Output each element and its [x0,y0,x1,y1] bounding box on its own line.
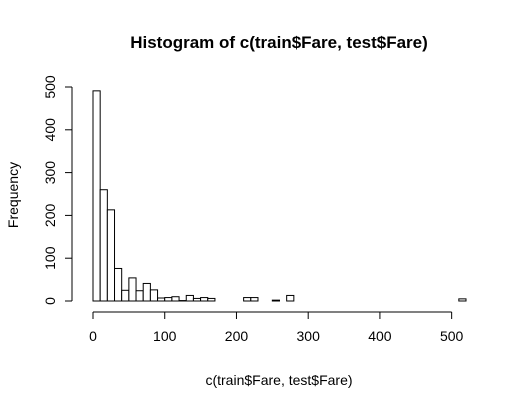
y-tick-label: 0 [42,297,58,305]
bars-group [92,90,467,302]
histogram-bar [185,294,194,302]
y-tick-label: 500 [42,75,58,99]
histogram-bar [157,297,166,302]
histogram-bar [164,297,173,302]
x-axis-label: c(train$Fare, test$Fare) [205,372,352,388]
y-tick-label: 400 [42,118,58,142]
histogram-bar [114,267,123,302]
x-tick-label: 200 [225,328,249,344]
x-axis: 0 100 200 300 400 500 [89,311,464,344]
y-tick-label: 200 [42,204,58,228]
histogram-bar [458,298,467,302]
histogram-bar [106,209,116,302]
x-tick-label: 0 [89,328,97,344]
histogram-bar [243,297,252,302]
y-tick-label: 100 [42,246,58,270]
histogram-bar [135,290,144,302]
histogram-bar [200,297,209,302]
histogram-bar [99,189,108,302]
chart-title: Histogram of c(train$Fare, test$Fare) [130,33,428,52]
y-tick-label: 300 [42,161,58,185]
histogram-bar [250,297,259,302]
y-axis-label: Frequency [5,162,21,228]
histogram-bar [271,299,280,302]
y-axis: 0 100 200 300 400 500 [42,75,73,305]
histogram-bar [171,296,180,302]
x-tick-label: 400 [368,328,392,344]
histogram-bar [121,289,130,302]
histogram-bar [92,90,101,302]
histogram-bar [149,289,159,302]
x-tick-label: 500 [440,328,464,344]
histogram-bar [207,297,216,302]
histogram-bar [142,282,151,302]
x-tick-label: 300 [297,328,321,344]
histogram-bar [192,297,202,302]
histogram-bar [128,277,137,302]
histogram-bar [286,294,295,302]
x-tick-label: 100 [153,328,177,344]
